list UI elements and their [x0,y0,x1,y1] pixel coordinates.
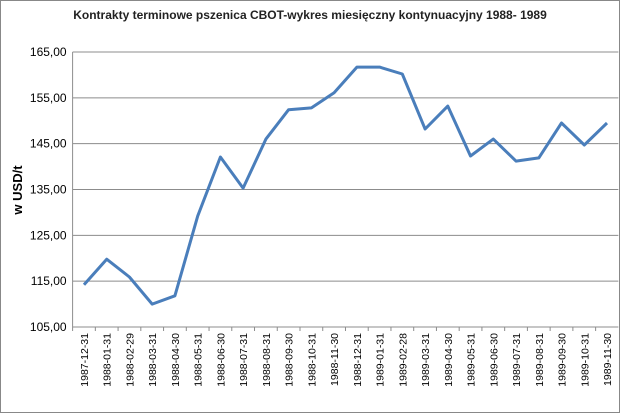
x-tick-label: 1989-11-30 [602,333,614,386]
x-tick-label: 1987-12-31 [79,333,91,387]
x-tick-label: 1989-04-30 [443,333,455,387]
y-tick-label: 115,00 [31,274,67,288]
x-tick-label: 1989-02-28 [397,333,409,387]
x-tick-label: 1988-12-31 [352,333,364,387]
chart-title: Kontrakty terminowe pszenica CBOT-wykres… [73,8,547,22]
x-tick-label: 1988-10-31 [306,333,318,387]
y-tick-label: 105,00 [30,320,67,334]
data-line [82,65,609,306]
x-tick-label: 1989-07-31 [511,333,523,387]
y-tick-label: 165,00 [30,45,67,59]
y-axis-title: w USD/t [10,165,25,216]
y-tick-label: 135,00 [30,183,67,197]
x-tick-label: 1989-08-31 [534,333,546,387]
x-tick-label: 1988-02-29 [124,333,136,387]
x-tick-label: 1988-03-31 [147,333,159,387]
x-tick-label: 1989-03-31 [420,333,432,387]
y-tick-label: 145,00 [30,137,67,151]
x-tick-label: 1988-09-30 [284,333,296,387]
x-tick-label: 1988-07-31 [238,333,250,387]
x-tick-label: 1989-01-31 [375,333,387,387]
x-tick-label: 1989-06-30 [488,333,500,387]
x-tick-label: 1989-05-31 [466,333,478,387]
x-tick-label: 1988-06-30 [215,333,227,387]
y-tick-label: 155,00 [30,91,67,105]
y-tick-label: 125,00 [30,228,67,242]
x-tick-label: 1988-08-31 [261,333,273,387]
x-tick-label: 1988-04-30 [170,333,182,387]
x-tick-label: 1988-05-31 [193,333,205,387]
x-tick-label: 1988-11-30 [329,333,341,386]
x-tick-label: 1989-10-31 [579,333,591,387]
x-tick-label: 1988-01-31 [102,333,114,387]
x-tick-label: 1989-09-30 [557,333,569,387]
